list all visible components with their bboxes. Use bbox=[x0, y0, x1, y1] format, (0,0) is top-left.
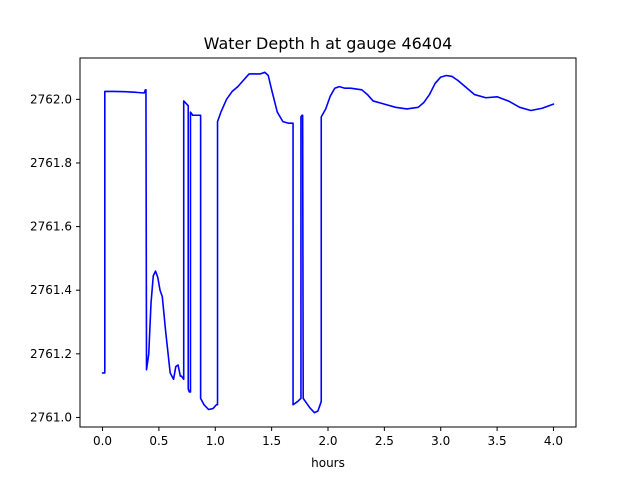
y-tick-label: 2761.8 bbox=[30, 156, 72, 170]
x-tick-label: 0.5 bbox=[149, 434, 168, 448]
y-tick-label: 2761.6 bbox=[30, 220, 72, 234]
x-tick-label: 1.5 bbox=[262, 434, 281, 448]
y-tick-label: 2761.2 bbox=[30, 347, 72, 361]
x-tick-label: 4.0 bbox=[544, 434, 563, 448]
series-line-0 bbox=[101, 71, 555, 414]
x-tick-label: 0.0 bbox=[93, 434, 112, 448]
series-layer bbox=[101, 71, 555, 414]
x-tick-label: 2.0 bbox=[318, 434, 337, 448]
y-tick-label: 2761.4 bbox=[30, 283, 72, 297]
x-tick-label: 2.5 bbox=[375, 434, 394, 448]
y-tick-label: 2761.0 bbox=[30, 410, 72, 424]
x-tick-label: 3.0 bbox=[431, 434, 450, 448]
x-tick-label: 1.0 bbox=[206, 434, 225, 448]
y-axis-ticks: 2761.0 2761.2 2761.4 2761.6 2761.8 2762.0 bbox=[30, 92, 80, 424]
chart-title: Water Depth h at gauge 46404 bbox=[204, 34, 453, 53]
x-axis-label: hours bbox=[311, 456, 345, 470]
y-tick-label: 2762.0 bbox=[30, 92, 72, 106]
x-tick-label: 3.5 bbox=[488, 434, 507, 448]
x-axis-ticks: 0.0 0.5 1.0 1.5 2.0 2.5 3.0 3.5 4.0 bbox=[93, 427, 563, 448]
